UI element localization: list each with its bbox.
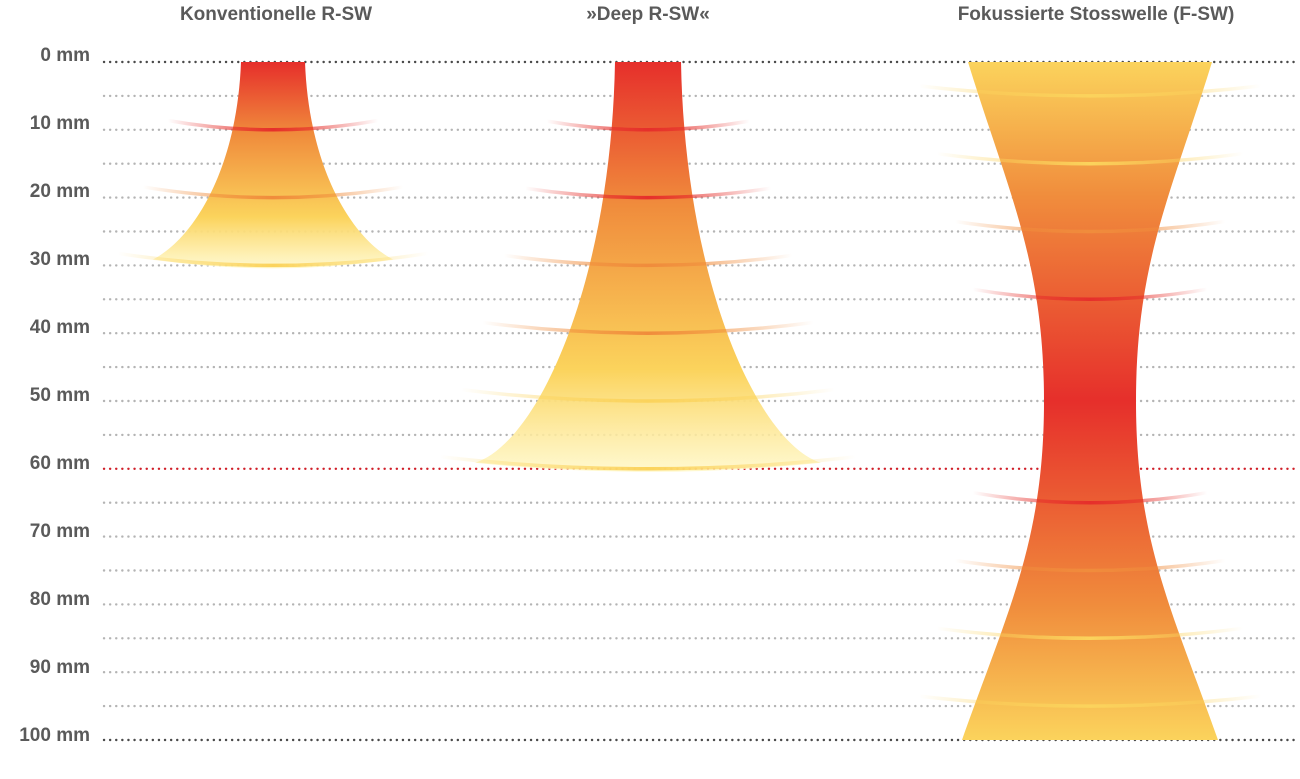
wavefront-1-40mm	[480, 320, 816, 335]
depth-label-70: 70 mm	[29, 521, 90, 542]
wavefront-1-60mm	[438, 455, 858, 471]
beam-1	[438, 62, 858, 472]
wavefront-2-65mm	[971, 490, 1209, 505]
depth-label-100: 100 mm	[19, 725, 90, 746]
depth-label-0: 0 mm	[40, 45, 90, 66]
beam-2	[917, 62, 1263, 740]
wavefront-2-15mm	[935, 151, 1245, 166]
wavefront-2-95mm	[917, 694, 1263, 708]
column-title-conventional: Konventionelle R-SW	[179, 4, 373, 25]
wavefront-1-10mm	[544, 119, 752, 132]
wavefront-2-35mm	[971, 287, 1209, 302]
wavefront-2-85mm	[935, 626, 1245, 641]
depth-label-30: 30 mm	[29, 249, 90, 270]
wavefront-0-20mm	[141, 185, 405, 200]
depth-label-20: 20 mm	[29, 181, 90, 202]
beam-body-0	[153, 62, 393, 269]
depth-label-10: 10 mm	[29, 113, 90, 134]
depth-label-40: 40 mm	[29, 317, 90, 338]
depth-label-80: 80 mm	[29, 589, 90, 610]
wavefront-2-75mm	[953, 558, 1227, 573]
beam-body-2	[962, 62, 1218, 740]
wavefront-1-20mm	[523, 186, 773, 200]
beam-0	[116, 62, 430, 269]
column-title-deep: »Deep R-SW«	[586, 4, 710, 25]
shockwave-beams	[116, 62, 1263, 740]
wavefront-2-25mm	[953, 219, 1227, 234]
wavefront-2-5mm	[917, 84, 1263, 98]
depth-label-90: 90 mm	[29, 657, 90, 678]
wavefront-1-30mm	[502, 253, 794, 268]
depth-label-50: 50 mm	[29, 385, 90, 406]
wavefront-0-10mm	[166, 118, 380, 132]
column-title-focused: Fokussierte Stosswelle (F-SW)	[957, 4, 1235, 25]
wavefront-0-30mm	[116, 251, 430, 268]
depth-label-60: 60 mm	[29, 453, 90, 474]
wavefront-1-50mm	[459, 387, 837, 403]
